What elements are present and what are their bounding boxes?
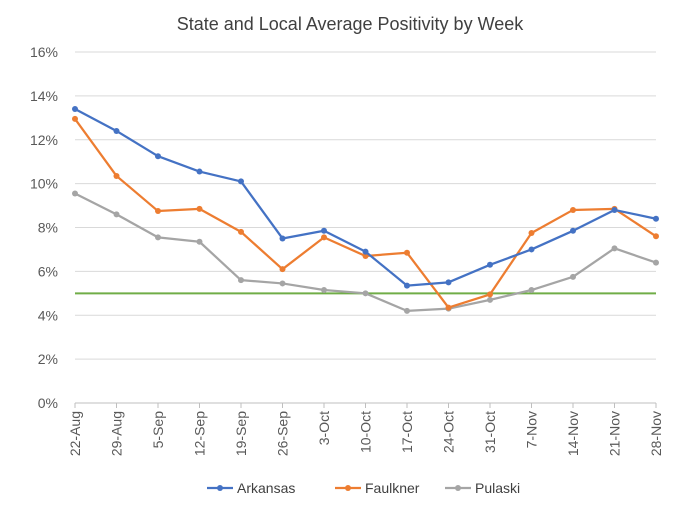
data-point bbox=[113, 127, 120, 134]
data-point bbox=[155, 208, 161, 215]
data-point bbox=[362, 248, 369, 255]
data-point bbox=[72, 106, 78, 113]
data-point bbox=[487, 261, 493, 268]
data-point bbox=[570, 227, 576, 234]
data-point bbox=[321, 227, 327, 234]
y-tick-label: 2% bbox=[38, 351, 58, 367]
data-point bbox=[445, 279, 452, 286]
series-line bbox=[73, 107, 658, 287]
data-point bbox=[72, 115, 78, 122]
x-axis-ticks: 22-Aug 29-Aug 5-Sep 12-Sep 19-Sep 26-Sep 3-Oct… bbox=[67, 403, 664, 456]
data-point bbox=[113, 172, 120, 179]
data-point bbox=[570, 206, 576, 213]
x-tick-label: 22-Aug bbox=[67, 411, 83, 456]
data-point bbox=[404, 282, 410, 289]
x-tick-label: 26-Sep bbox=[275, 411, 291, 456]
data-point bbox=[528, 246, 535, 253]
y-tick-label: 6% bbox=[38, 263, 58, 279]
data-point bbox=[653, 233, 659, 240]
data-point bbox=[72, 190, 78, 197]
data-point bbox=[404, 249, 410, 256]
x-tick-label: 31-Oct bbox=[482, 411, 498, 453]
chart-title: State and Local Average Positivity by We… bbox=[177, 14, 525, 34]
data-point bbox=[445, 304, 452, 311]
data-point bbox=[279, 280, 286, 287]
data-point bbox=[528, 287, 535, 294]
data-point bbox=[196, 205, 203, 212]
x-tick-label: 29-Aug bbox=[109, 411, 125, 456]
x-tick-label: 24-Oct bbox=[441, 411, 457, 453]
y-tick-label: 10% bbox=[30, 176, 58, 192]
x-tick-label: 12-Sep bbox=[192, 411, 208, 456]
y-tick-label: 4% bbox=[38, 307, 58, 323]
data-point bbox=[238, 228, 244, 235]
series-arkansas bbox=[72, 106, 659, 289]
data-point bbox=[155, 234, 161, 241]
data-point bbox=[155, 153, 161, 160]
gridlines bbox=[75, 51, 656, 404]
legend-label: Pulaski bbox=[475, 480, 520, 496]
y-tick-label: 14% bbox=[30, 88, 58, 104]
data-point bbox=[404, 307, 410, 314]
data-point bbox=[279, 235, 286, 242]
data-point bbox=[611, 245, 618, 252]
data-point bbox=[611, 206, 618, 213]
data-point bbox=[113, 211, 120, 218]
x-tick-label: 17-Oct bbox=[399, 411, 415, 453]
data-point bbox=[653, 259, 659, 266]
data-point bbox=[487, 296, 493, 303]
x-tick-label: 28-Nov bbox=[648, 411, 664, 456]
data-point bbox=[570, 273, 576, 280]
x-tick-label: 14-Nov bbox=[565, 411, 581, 456]
x-tick-label: 10-Oct bbox=[358, 411, 374, 453]
series-group bbox=[72, 106, 659, 314]
data-point bbox=[321, 234, 327, 241]
data-point bbox=[196, 168, 203, 175]
series-pulaski bbox=[72, 190, 659, 314]
legend-label: Faulkner bbox=[365, 480, 420, 496]
y-axis-ticks: 0% 2% 4% 6% 8% 10% 12% 14% 16% bbox=[30, 44, 58, 411]
y-tick-label: 12% bbox=[30, 132, 58, 148]
x-tick-label: 7-Nov bbox=[524, 411, 540, 448]
x-tick-label: 19-Sep bbox=[233, 411, 249, 456]
data-point bbox=[487, 291, 493, 298]
y-tick-label: 0% bbox=[38, 395, 58, 411]
legend-marker bbox=[455, 485, 461, 491]
data-point bbox=[279, 266, 286, 273]
data-point bbox=[362, 290, 369, 297]
data-point bbox=[196, 238, 203, 245]
legend-label: Arkansas bbox=[237, 480, 295, 496]
legend-item-arkansas: Arkansas bbox=[207, 480, 295, 496]
data-point bbox=[238, 178, 244, 185]
x-tick-label: 5-Sep bbox=[150, 411, 166, 449]
x-tick-label: 3-Oct bbox=[316, 411, 332, 445]
legend-item-pulaski: Pulaski bbox=[445, 480, 520, 496]
data-point bbox=[321, 287, 327, 294]
data-point bbox=[362, 253, 369, 260]
series-faulkner bbox=[72, 115, 659, 311]
legend-marker bbox=[217, 485, 223, 491]
x-tick-label: 21-Nov bbox=[607, 411, 623, 456]
y-tick-label: 8% bbox=[38, 220, 58, 236]
y-tick-label: 16% bbox=[30, 44, 58, 60]
data-point bbox=[528, 229, 535, 236]
data-point bbox=[653, 215, 659, 222]
legend-marker bbox=[345, 485, 351, 491]
legend-item-faulkner: Faulkner bbox=[335, 480, 420, 496]
legend: Arkansas Faulkner Pulaski bbox=[207, 480, 520, 496]
data-point bbox=[238, 277, 244, 284]
